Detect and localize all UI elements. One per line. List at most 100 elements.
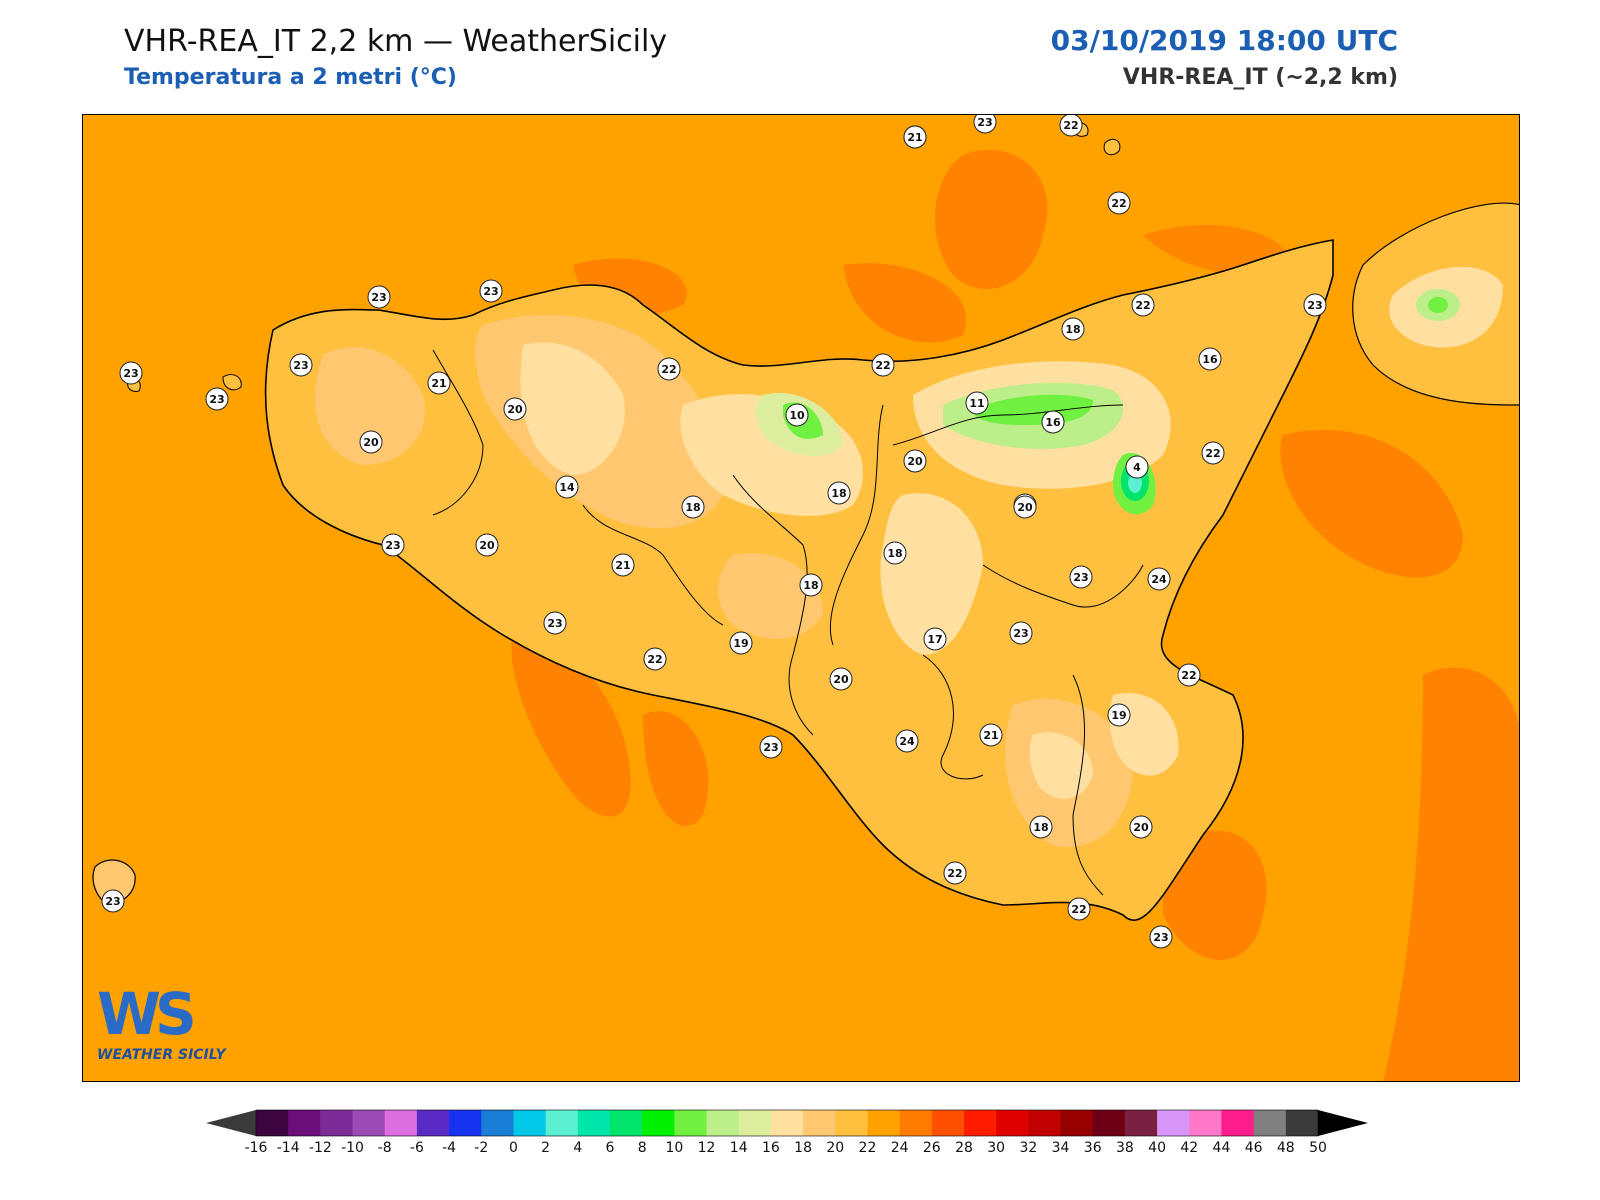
colorbar-tick-label: -12 xyxy=(308,1140,332,1156)
colorbar-segment xyxy=(1221,1110,1255,1136)
station-marker: 23 xyxy=(205,387,229,411)
colorbar-segment xyxy=(288,1110,321,1136)
station-marker: 20 xyxy=(475,533,499,557)
station-value: 18 xyxy=(1065,323,1080,336)
station-value: 22 xyxy=(661,363,676,376)
colorbar-tick-label: 48 xyxy=(1276,1140,1295,1156)
colorbar-segment xyxy=(1092,1110,1126,1136)
station-marker: 23 xyxy=(367,285,391,309)
colorbar-under-arrow xyxy=(206,1110,256,1136)
colorbar-tick-label: 38 xyxy=(1115,1140,1134,1156)
station-circle xyxy=(965,391,989,415)
colorbar-tick-label: 40 xyxy=(1148,1140,1166,1156)
station-circle xyxy=(1009,621,1033,645)
station-circle xyxy=(903,125,927,149)
station-marker: 19 xyxy=(1107,703,1131,727)
zone-16-18 xyxy=(520,342,625,475)
colorbar-tick-label: 10 xyxy=(665,1140,684,1156)
station-circle xyxy=(759,735,783,759)
station-circle xyxy=(1303,293,1327,317)
logo-text: WEATHER SICILY xyxy=(97,1047,226,1063)
station-circle xyxy=(1129,815,1153,839)
warm-patch xyxy=(1280,429,1463,578)
colorbar-segment xyxy=(835,1110,868,1136)
station-value: 18 xyxy=(1033,821,1048,834)
station-value: 10 xyxy=(789,409,805,422)
station-value: 23 xyxy=(1153,931,1168,944)
station-marker: 23 xyxy=(973,115,997,134)
station-marker: 22 xyxy=(1131,293,1155,317)
colorbar-segment xyxy=(738,1110,772,1136)
station-value: 23 xyxy=(371,291,386,304)
station-value: 22 xyxy=(1063,119,1078,132)
station-value: 18 xyxy=(831,487,846,500)
station-value: 22 xyxy=(947,867,962,880)
valid-time: 03/10/2019 18:00 UTC xyxy=(1050,24,1398,57)
station-circle xyxy=(1201,441,1225,465)
station-marker: 20 xyxy=(359,430,383,454)
station-circle xyxy=(1041,410,1065,434)
colorbar-tick-label: 12 xyxy=(697,1140,716,1156)
colorbar-segment xyxy=(770,1110,804,1136)
colorbar-segment xyxy=(1157,1110,1190,1136)
station-circle xyxy=(1177,663,1201,687)
station-value: 22 xyxy=(1181,669,1196,682)
cool-core xyxy=(1428,297,1448,313)
station-value: 23 xyxy=(1013,627,1028,640)
station-value: 23 xyxy=(209,393,224,406)
station-marker: 17 xyxy=(923,627,947,651)
station-marker: 23 xyxy=(543,611,567,635)
station-circle xyxy=(1125,455,1149,479)
station-circle xyxy=(503,397,527,421)
colorbar-tick-label: -8 xyxy=(377,1140,392,1156)
colorbar-segment xyxy=(610,1110,643,1136)
station-circle xyxy=(643,647,667,671)
station-marker: 22 xyxy=(1067,897,1091,921)
colorbar-segment xyxy=(352,1110,386,1136)
colorbar-tick-labels: -16 -14 -12 -10 -8 -6 -4 -2 0 2 4 6 8 10 12 14 16 18 20 22 2… xyxy=(206,1140,1396,1160)
station-value: 20 xyxy=(1133,821,1149,834)
colorbar-tick-label: 8 xyxy=(637,1140,647,1156)
station-marker: 22 xyxy=(943,861,967,885)
station-marker: 23 xyxy=(1149,925,1173,949)
colorbar-segment xyxy=(674,1110,708,1136)
station-value: 22 xyxy=(1135,299,1150,312)
island xyxy=(222,374,242,391)
station-marker: 22 xyxy=(1059,115,1083,137)
colorbar-tick-label: -6 xyxy=(409,1140,424,1156)
station-value: 23 xyxy=(547,617,562,630)
colorbar-tick-label: -16 xyxy=(244,1140,268,1156)
station-value: 23 xyxy=(105,895,120,908)
station-circle xyxy=(1069,565,1093,589)
station-value: 21 xyxy=(983,729,998,742)
colorbar-segment xyxy=(899,1110,933,1136)
colorbar-segment xyxy=(449,1110,482,1136)
colorbar-tick-label: 20 xyxy=(826,1140,845,1156)
station-circle xyxy=(1107,703,1131,727)
station-marker: 20 xyxy=(829,667,853,691)
temperature-map: 24 23 22 22 23 23 23 23 23 21 20 20 22 22 18 22 23 16 10 11… xyxy=(82,114,1520,1082)
station-circle xyxy=(1131,293,1155,317)
station-circle xyxy=(205,387,229,411)
station-value: 24 xyxy=(1151,573,1167,586)
station-value: 21 xyxy=(431,377,446,390)
station-circle xyxy=(101,889,125,913)
colorbar-outline xyxy=(255,1109,1319,1137)
station-marker: 20 xyxy=(903,449,927,473)
station-marker: 23 xyxy=(289,353,313,377)
colorbar-tick-label: 50 xyxy=(1309,1140,1327,1156)
colorbar-tick-label: 34 xyxy=(1051,1140,1070,1156)
station-value: 24 xyxy=(899,735,915,748)
station-value: 20 xyxy=(1017,501,1033,514)
zone-18-20 xyxy=(718,553,823,639)
station-circle xyxy=(543,611,567,635)
station-circle xyxy=(829,667,853,691)
model-name: VHR-REA_IT (~2,2 km) xyxy=(1122,65,1398,90)
province-boundaries xyxy=(432,349,1144,896)
station-marker: 24 xyxy=(1147,567,1171,591)
warm-patch xyxy=(843,263,967,343)
station-value: 21 xyxy=(615,559,630,572)
station-marker: 16 xyxy=(1041,410,1065,434)
station-marker: 23 xyxy=(1069,565,1093,589)
station-circle xyxy=(979,723,1003,747)
